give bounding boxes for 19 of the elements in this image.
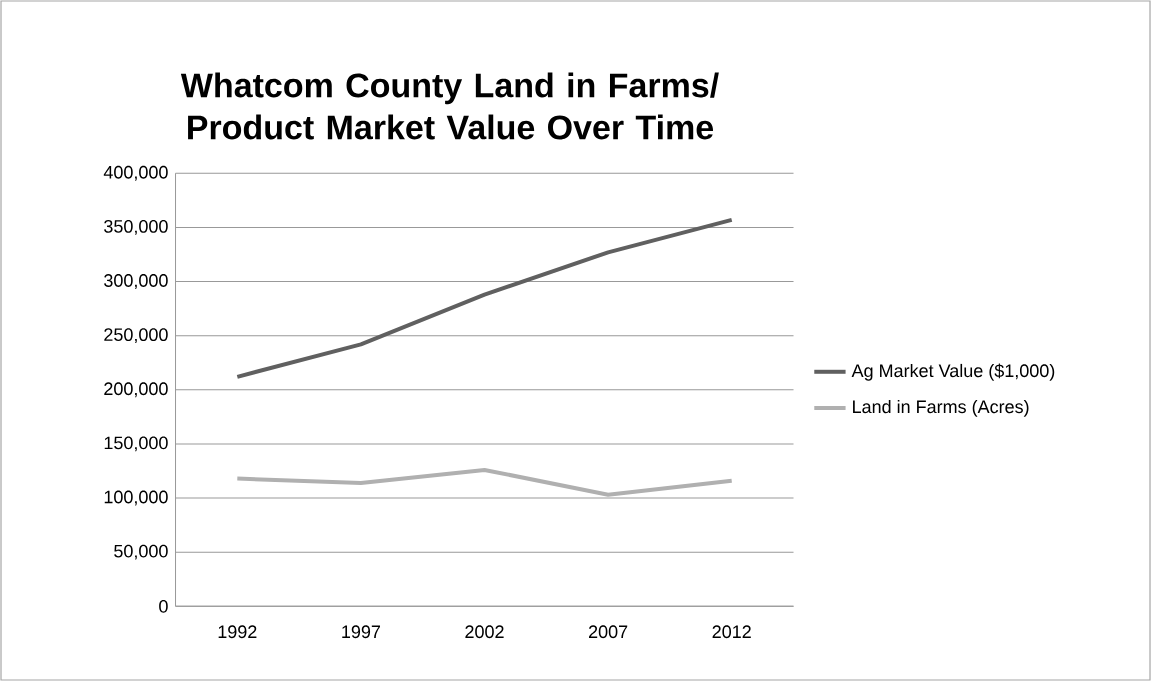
x-tick-label: 1997 — [342, 625, 381, 639]
y-tick-label: 100,000 — [104, 490, 168, 506]
legend-label: Land in Farms (Acres) — [853, 399, 1029, 417]
y-tick-label: 150,000 — [104, 436, 168, 452]
line-series — [235, 217, 734, 379]
x-tick-label: 2007 — [589, 625, 628, 639]
y-tick-label: 50,000 — [114, 544, 168, 560]
y-tick-label: 200,000 — [104, 382, 168, 398]
x-tick-label: 2012 — [712, 625, 751, 639]
y-tick-label: 0 — [159, 599, 168, 613]
x-tick-label: 2002 — [465, 625, 504, 639]
y-tick-label: 350,000 — [104, 219, 168, 235]
y-tick-label: 300,000 — [104, 274, 168, 289]
y-tick-label: 400,000 — [103, 165, 168, 181]
chart-title: Whatcom County Land in Farms/ Product Market Value Over Time — [180, 72, 719, 140]
y-tick-label: 250,000 — [104, 328, 168, 344]
line-series — [235, 467, 734, 497]
legend-label: Ag Market Value ($1,000) — [851, 363, 1055, 381]
x-tick-label: 1992 — [218, 625, 257, 639]
